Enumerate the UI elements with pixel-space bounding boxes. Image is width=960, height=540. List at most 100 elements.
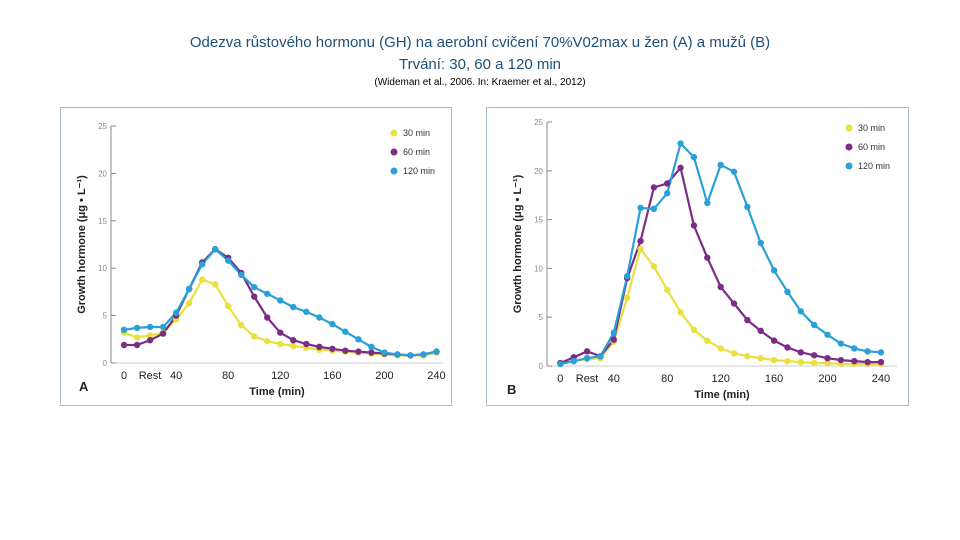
data-point-60-min	[851, 357, 858, 365]
x-tick-label: Rest	[139, 370, 162, 382]
data-point-120-min	[264, 290, 271, 297]
data-point-30-min	[717, 345, 724, 352]
data-point-30-min	[704, 337, 711, 344]
data-point-30-min	[824, 359, 831, 367]
data-point-30-min	[146, 332, 154, 339]
data-point-60-min	[770, 337, 778, 344]
data-point-60-min	[355, 348, 362, 355]
data-point-120-min	[433, 348, 440, 355]
legend-marker	[390, 129, 398, 137]
data-point-120-min	[237, 271, 245, 279]
data-point-60-min	[251, 293, 258, 300]
data-point-60-min	[120, 341, 128, 349]
legend-marker	[390, 148, 398, 156]
data-point-30-min	[290, 342, 297, 350]
data-point-120-min	[316, 314, 323, 321]
data-point-120-min	[797, 308, 805, 315]
data-point-60-min	[664, 180, 671, 187]
data-point-60-min	[744, 316, 751, 324]
y-tick-label: 25	[534, 118, 543, 127]
data-point-120-min	[837, 340, 845, 347]
data-point-30-min	[251, 333, 258, 340]
data-point-30-min	[277, 340, 284, 348]
y-tick-label: 15	[98, 217, 107, 226]
data-point-30-min	[198, 276, 206, 283]
x-tick-label: 240	[872, 373, 890, 385]
data-point-120-min	[277, 297, 284, 304]
data-point-30-min	[264, 337, 271, 345]
data-point-60-min	[342, 347, 349, 354]
x-tick-label: 200	[818, 373, 836, 385]
data-point-60-min	[146, 337, 154, 344]
data-point-60-min	[133, 341, 141, 349]
data-point-30-min	[664, 286, 671, 294]
data-point-120-min	[185, 285, 193, 293]
y-tick-label: 15	[534, 216, 543, 225]
data-point-120-min	[810, 321, 818, 329]
x-axis-label: Time (min)	[694, 389, 750, 401]
series-line-120-min	[560, 142, 882, 366]
chart-a-svg: 0 5 10 15 20 25 0 Rest 40 80 120 160 200 240 Time (min…	[76, 122, 446, 398]
data-point-30-min	[623, 294, 631, 301]
data-point-60-min	[159, 330, 167, 337]
data-point-30-min	[224, 302, 232, 310]
y-tick-label: 0	[539, 362, 544, 371]
data-point-60-min	[264, 314, 271, 321]
data-point-120-min	[610, 329, 617, 337]
x-tick-label: 80	[222, 370, 234, 382]
data-point-120-min	[877, 349, 885, 356]
data-point-120-min	[211, 246, 219, 253]
data-point-120-min	[757, 239, 764, 247]
chart-subtitle: Trvání: 30, 60 a 120 min	[398, 56, 562, 73]
x-tick-label: 160	[765, 373, 783, 385]
x-tick-label: 40	[170, 370, 182, 382]
data-point-60-min	[824, 354, 831, 362]
data-point-120-min	[342, 328, 349, 335]
data-point-120-min	[570, 357, 577, 365]
data-point-30-min	[211, 281, 219, 288]
data-point-120-min	[224, 257, 232, 264]
data-point-120-min	[329, 320, 336, 328]
chart-title: Odezva růstového hormonu (GH) na aerobní…	[189, 34, 771, 51]
data-point-120-min	[394, 351, 401, 358]
data-point-120-min	[623, 273, 631, 280]
data-point-60-min	[810, 352, 818, 359]
x-axis-label: Time (min)	[249, 386, 305, 398]
x-tick-label: 80	[661, 373, 673, 385]
data-point-60-min	[303, 340, 310, 348]
data-point-120-min	[420, 351, 427, 358]
legend-label: 60 min	[403, 147, 430, 157]
panel-label-b: B	[507, 382, 516, 397]
data-point-120-min	[120, 326, 128, 334]
data-point-120-min	[290, 303, 297, 311]
y-tick-label: 25	[98, 122, 107, 131]
legend-marker	[390, 167, 398, 175]
data-point-60-min	[757, 327, 764, 335]
data-point-60-min	[730, 300, 738, 307]
x-tick-label: 120	[271, 370, 289, 382]
data-point-120-min	[744, 203, 751, 211]
data-point-120-min	[730, 168, 738, 175]
data-point-120-min	[407, 352, 414, 359]
legend-marker	[845, 124, 853, 132]
data-point-60-min	[316, 343, 323, 351]
legend-label: 120 min	[403, 166, 435, 176]
data-point-120-min	[824, 331, 831, 338]
x-tick-label: Rest	[576, 373, 599, 385]
data-point-30-min	[730, 350, 738, 357]
data-point-120-min	[677, 140, 684, 147]
chart-b-svg: 0 5 10 15 20 25 0 Rest 40 80 120 160 200 240 Time (min…	[507, 118, 897, 401]
y-axis-label: Growth hormone (μg • L⁻¹)	[76, 175, 88, 314]
data-point-120-min	[159, 323, 167, 331]
data-point-30-min	[797, 358, 805, 366]
data-point-30-min	[784, 357, 791, 365]
data-point-60-min	[797, 349, 805, 356]
data-point-30-min	[744, 353, 751, 360]
legend-label: 60 min	[858, 142, 885, 152]
y-tick-label: 20	[98, 169, 107, 178]
data-point-30-min	[133, 334, 141, 341]
data-point-120-min	[851, 345, 858, 352]
data-point-60-min	[837, 356, 845, 364]
data-point-60-min	[329, 345, 336, 352]
data-point-120-min	[198, 261, 206, 268]
